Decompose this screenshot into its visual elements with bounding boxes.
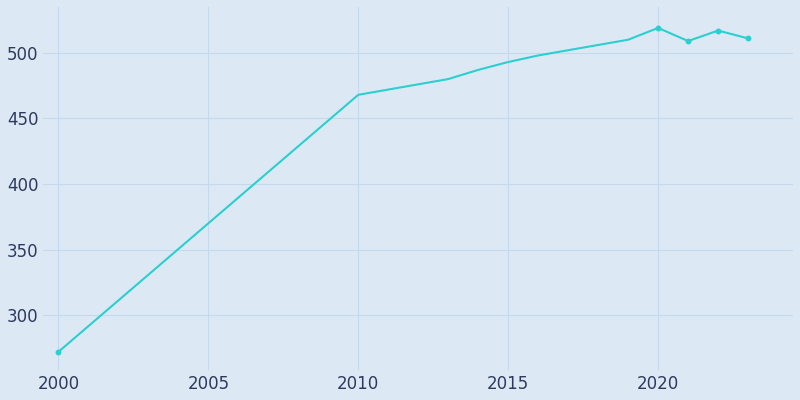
Point xyxy=(742,35,754,42)
Point xyxy=(712,27,725,34)
Point xyxy=(652,25,665,31)
Point xyxy=(52,349,65,355)
Point xyxy=(682,38,694,44)
